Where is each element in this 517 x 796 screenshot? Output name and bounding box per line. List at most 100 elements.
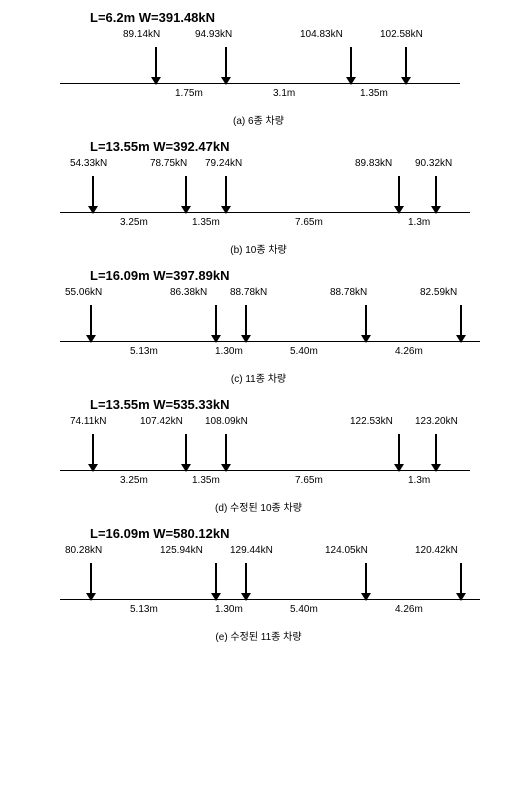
diagram-e: L=16.09m W=580.12kN 80.28kN 125.94kN 129.44… [20,526,497,643]
spacing-label: 1.35m [192,475,220,486]
baseline [60,212,470,213]
load-arrow-icon [405,47,407,85]
spacing-label: 3.1m [273,88,295,99]
load-label: 89.83kN [355,158,392,169]
spacing-label: 5.40m [290,346,318,357]
load-arrow-icon [460,305,462,343]
load-label: 55.06kN [65,287,102,298]
diagram-d: L=13.55m W=535.33kN 74.11kN 107.42kN 108.09… [20,397,497,514]
spacing-label: 1.30m [215,346,243,357]
load-arrow-icon [460,563,462,601]
load-arrow-icon [155,47,157,85]
loads-row: 74.11kN 107.42kN 108.09kN 122.53kN 123.20kN [20,416,497,434]
load-arrow-icon [365,305,367,343]
load-arrow-icon [398,434,400,472]
load-label: 80.28kN [65,545,102,556]
spacings-row: 3.25m 1.35m 7.65m 1.3m [20,475,497,493]
load-label: 125.94kN [160,545,203,556]
diagram-title: L=16.09m W=580.12kN [20,526,497,541]
diagram-b: L=13.55m W=392.47kN 54.33kN 78.75kN 79.24kN… [20,139,497,256]
load-label: 90.32kN [415,158,452,169]
diagram-title: L=13.55m W=535.33kN [20,397,497,412]
spacings-row: 3.25m 1.35m 7.65m 1.3m [20,217,497,235]
spacing-label: 4.26m [395,604,423,615]
arrows-row [20,47,497,83]
load-label: 89.14kN [123,29,160,40]
spacing-label: 1.35m [192,217,220,228]
load-arrow-icon [350,47,352,85]
load-label: 86.38kN [170,287,207,298]
load-label: 94.93kN [195,29,232,40]
load-label: 108.09kN [205,416,248,427]
load-label: 54.33kN [70,158,107,169]
load-arrow-icon [185,434,187,472]
load-label: 123.20kN [415,416,458,427]
baseline [60,341,480,342]
diagram-a: L=6.2m W=391.48kN 89.14kN 94.93kN 104.83kN 1… [20,10,497,127]
arrows-row [20,305,497,341]
load-arrow-icon [435,434,437,472]
load-label: 102.58kN [380,29,423,40]
spacing-label: 7.65m [295,217,323,228]
spacings-row: 1.75m 3.1m 1.35m [20,88,497,106]
load-label: 129.44kN [230,545,273,556]
load-arrow-icon [398,176,400,214]
spacing-label: 3.25m [120,217,148,228]
spacing-label: 1.3m [408,475,430,486]
diagram-caption: (b) 10종 차량 [20,241,497,256]
load-arrow-icon [215,563,217,601]
arrows-row [20,563,497,599]
diagram-container: L=6.2m W=391.48kN 89.14kN 94.93kN 104.83kN 1… [20,10,497,643]
spacing-label: 5.40m [290,604,318,615]
diagram-caption: (a) 6종 차량 [20,112,497,127]
load-arrow-icon [185,176,187,214]
spacing-label: 5.13m [130,346,158,357]
diagram-c: L=16.09m W=397.89kN 55.06kN 86.38kN 88.78kN… [20,268,497,385]
load-label: 78.75kN [150,158,187,169]
spacing-label: 1.3m [408,217,430,228]
load-label: 124.05kN [325,545,368,556]
baseline [60,599,480,600]
spacing-label: 1.30m [215,604,243,615]
load-label: 82.59kN [420,287,457,298]
load-arrow-icon [365,563,367,601]
spacing-label: 1.35m [360,88,388,99]
load-arrow-icon [90,563,92,601]
diagram-title: L=16.09m W=397.89kN [20,268,497,283]
load-label: 122.53kN [350,416,393,427]
load-label: 88.78kN [230,287,267,298]
diagram-title: L=6.2m W=391.48kN [20,10,497,25]
load-arrow-icon [90,305,92,343]
spacing-label: 3.25m [120,475,148,486]
load-arrow-icon [215,305,217,343]
load-label: 120.42kN [415,545,458,556]
load-arrow-icon [92,434,94,472]
baseline [60,470,470,471]
diagram-caption: (d) 수정된 10종 차량 [20,499,497,514]
spacings-row: 5.13m 1.30m 5.40m 4.26m [20,346,497,364]
arrows-row [20,434,497,470]
spacings-row: 5.13m 1.30m 5.40m 4.26m [20,604,497,622]
loads-row: 80.28kN 125.94kN 129.44kN 124.05kN 120.42kN [20,545,497,563]
load-arrow-icon [225,176,227,214]
spacing-label: 1.75m [175,88,203,99]
spacing-label: 4.26m [395,346,423,357]
load-arrow-icon [245,563,247,601]
baseline [60,83,460,84]
spacing-label: 5.13m [130,604,158,615]
diagram-caption: (e) 수정된 11종 차량 [20,628,497,643]
load-arrow-icon [225,47,227,85]
load-arrow-icon [245,305,247,343]
load-arrow-icon [225,434,227,472]
load-label: 104.83kN [300,29,343,40]
diagram-title: L=13.55m W=392.47kN [20,139,497,154]
load-arrow-icon [435,176,437,214]
load-label: 79.24kN [205,158,242,169]
load-label: 88.78kN [330,287,367,298]
loads-row: 89.14kN 94.93kN 104.83kN 102.58kN [20,29,497,47]
load-label: 74.11kN [70,416,107,427]
load-label: 107.42kN [140,416,183,427]
loads-row: 55.06kN 86.38kN 88.78kN 88.78kN 82.59kN [20,287,497,305]
spacing-label: 7.65m [295,475,323,486]
load-arrow-icon [92,176,94,214]
